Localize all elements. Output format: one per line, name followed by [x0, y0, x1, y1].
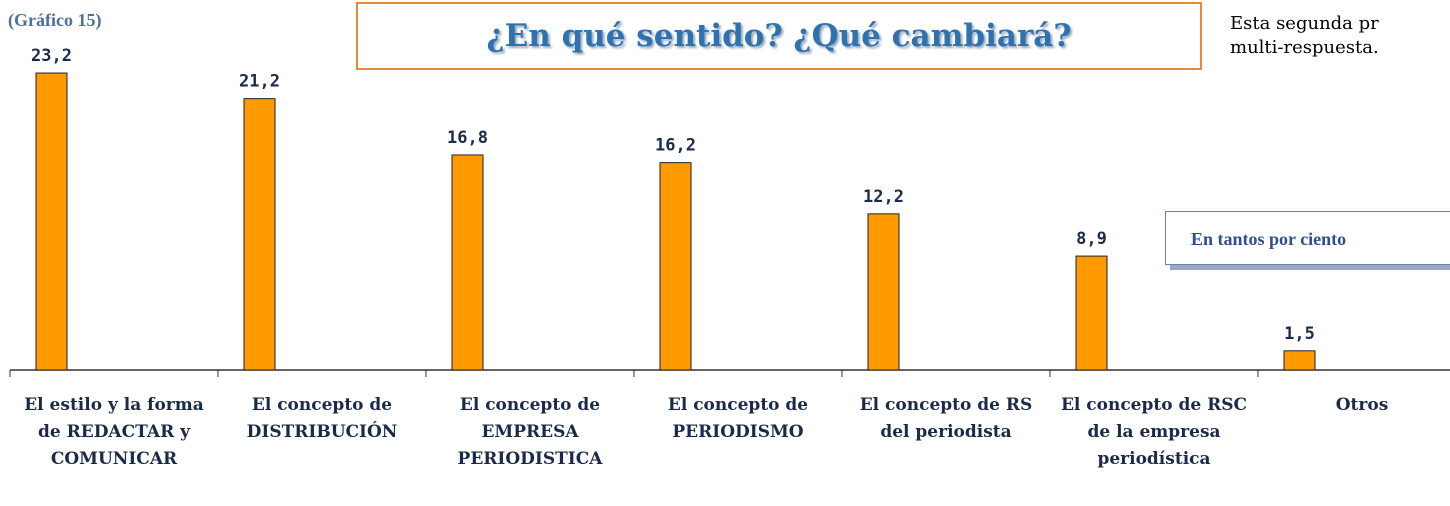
value-label: 21,2 [239, 72, 280, 92]
x-tick-label: El concepto de DISTRIBUCIÓN [246, 395, 398, 442]
x-tick-label: El concepto de RSC de la empresa periodí… [1060, 395, 1248, 469]
side-line: multi-respuesta. [1230, 37, 1379, 58]
unit-note: En tantos por ciento [1165, 211, 1450, 265]
bar [243, 98, 276, 371]
bar [1075, 255, 1108, 371]
value-label: 23,2 [31, 46, 72, 66]
chart-number: (Gráfico 15) [8, 10, 102, 30]
side-text: Esta segunda pr multi-respuesta. [1230, 12, 1379, 60]
chart-title: ¿En qué sentido? ¿Qué cambiará? [356, 2, 1202, 70]
value-label: 16,2 [655, 136, 696, 156]
bar [451, 154, 484, 371]
bar [659, 162, 692, 371]
value-label: 12,2 [863, 187, 904, 207]
x-tick-label: El estilo y la forma de REDACTAR y COMUN… [24, 395, 204, 469]
x-tick-label: El concepto de RS del periodista [859, 395, 1033, 442]
side-line: Esta segunda pr [1230, 13, 1379, 34]
value-label: 1,5 [1284, 324, 1315, 344]
bar [35, 72, 68, 371]
x-tick-label: Otros [1335, 395, 1389, 415]
value-label: 8,9 [1076, 229, 1107, 249]
bar [1283, 350, 1316, 371]
bar [867, 213, 900, 371]
value-label: 16,8 [447, 128, 488, 148]
x-tick-label: El concepto de PERIODISMO [667, 395, 809, 442]
x-tick-label: El concepto de EMPRESA PERIODISTICA [457, 395, 603, 469]
